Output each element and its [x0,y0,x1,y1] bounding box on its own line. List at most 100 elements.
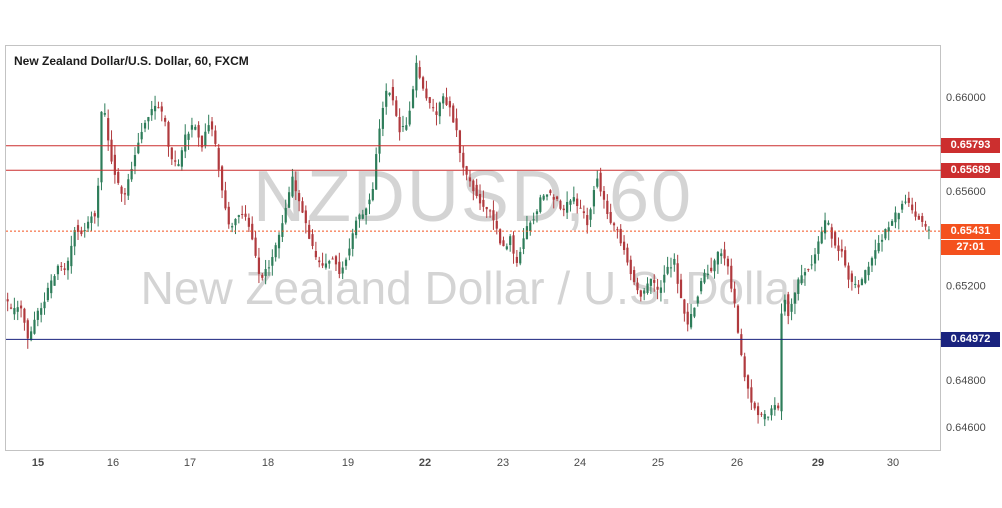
candle-body [793,292,797,304]
candle-body [555,196,559,200]
candle-body [200,135,204,148]
candle-body [780,313,783,412]
candle-body [696,296,699,304]
candle-body [488,210,492,212]
candle-body [706,273,709,276]
candle-body [847,265,850,280]
candle-body [174,160,177,162]
candle-body [646,283,649,294]
candle-body [894,212,897,223]
resistance-level-badge-2[interactable]: 0.65689 [941,163,1000,178]
candle-body [277,234,281,249]
candle-body [663,274,666,283]
bar-countdown-badge: 27:01 [941,240,1000,255]
candle-body [589,209,592,220]
candle-body [60,265,63,267]
candle-body [552,196,555,200]
candle-body [448,101,451,108]
candle-body [850,273,853,282]
candle-body [130,168,133,180]
candle-body [421,77,425,89]
candle-body [321,263,324,266]
candle-body [220,166,224,191]
candle-body [137,142,140,154]
candle-body [30,331,33,341]
candle-body [622,241,626,250]
candle-body [860,279,864,286]
candle-body [807,269,810,271]
candle-body [773,405,776,410]
candle-body [110,139,113,162]
candle-body [542,195,545,200]
candle-body [308,224,311,239]
candle-body [190,125,194,130]
candle-body [636,282,639,291]
candle-body [904,201,907,203]
candle-body [599,172,602,192]
y-axis-tick: 0.64800 [946,375,986,387]
resistance-level-badge-1[interactable]: 0.65793 [941,138,1000,153]
candle-body [582,211,585,214]
candle-body [726,258,730,267]
candle-body [438,102,441,117]
candle-body [361,214,364,219]
candle-body [365,208,368,216]
candle-body [271,257,274,266]
candle-body [93,213,96,217]
candle-body [187,133,190,140]
last-price-label: 0.65431 [950,225,991,237]
resistance-level-label-1: 0.65793 [950,139,991,151]
candle-body [170,147,173,160]
candle-body [117,171,120,183]
candle-body [291,176,294,197]
plot-area[interactable] [5,45,941,451]
y-axis-tick: 0.64600 [946,422,986,434]
candle-body [864,270,867,283]
last-price-badge[interactable]: 0.65431 [941,224,1000,239]
x-axis-tick: 17 [184,457,196,469]
candle-body [284,207,287,223]
candle-body [917,215,920,220]
candle-body [264,269,267,277]
candle-body [348,248,351,256]
candle-body [800,275,803,284]
candle-body [428,97,431,104]
candle-body [398,116,401,133]
candle-body [197,125,200,138]
candle-body [596,178,599,187]
candle-body [907,197,910,203]
candle-body [783,299,786,312]
candle-body [318,260,321,263]
candle-body [241,214,244,216]
candle-body [750,387,753,403]
candle-body [740,334,743,356]
candle-body [468,177,472,182]
candle-body [492,210,495,221]
candle-body [519,251,522,264]
candle-body [127,179,130,196]
candle-body [716,251,719,265]
x-axis-tick: 23 [497,457,509,469]
candle-body [368,199,371,205]
candle-body [827,222,830,225]
candle-body [763,413,766,420]
candle-body [43,301,46,309]
candle-body [194,126,197,130]
candle-body [870,258,874,266]
candle-body [432,107,435,109]
candle-body [927,229,931,231]
candle-body [66,260,70,271]
candle-body [720,253,723,257]
candle-body [164,117,167,122]
candle-body [659,287,663,293]
candle-body [810,264,813,266]
support-level-badge-1[interactable]: 0.64972 [941,332,1000,347]
x-axis-tick: 24 [574,457,586,469]
candle-body [686,311,689,325]
candle-body [586,215,589,226]
candle-body [177,164,180,167]
candle-body [147,117,150,122]
candle-body [184,134,187,152]
candle-body [425,88,428,99]
